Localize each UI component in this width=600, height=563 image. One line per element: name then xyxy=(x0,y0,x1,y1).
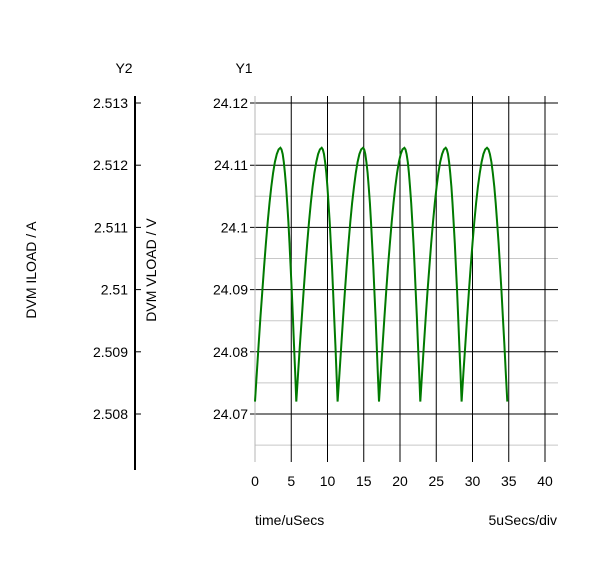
y2-tick-label: 2.51 xyxy=(101,282,128,298)
x-tick-labels: 0 5 10 15 20 25 30 35 40 xyxy=(251,473,553,489)
y1-tick-label: 24.08 xyxy=(213,344,248,360)
x-tick-label: 15 xyxy=(356,473,372,489)
y2-axis-title: DVM ILOAD / A xyxy=(23,221,39,319)
y2-tick-label: 2.509 xyxy=(93,344,128,360)
y1-tick-label: 24.11 xyxy=(214,157,248,173)
y2-tick-label: 2.508 xyxy=(93,406,128,422)
y1-tick-label: 24.09 xyxy=(213,282,248,298)
series-layer xyxy=(254,146,509,402)
series-line xyxy=(254,146,509,402)
y1-tick-labels: 24.12 24.11 24.1 24.09 24.08 24.07 xyxy=(213,95,248,422)
x-tick-label: 40 xyxy=(537,473,553,489)
y2-tick-label: 2.513 xyxy=(93,95,128,111)
x-tick-label: 25 xyxy=(428,473,444,489)
y1-axis-title: DVM VLOAD / V xyxy=(143,218,159,322)
x-tick-label: 5 xyxy=(287,473,295,489)
x-tick-label: 10 xyxy=(320,473,336,489)
x-scale-note: 5uSecs/div xyxy=(489,512,557,528)
x-tick-label: 35 xyxy=(501,473,517,489)
y1-header: Y1 xyxy=(235,60,252,76)
x-tick-label: 20 xyxy=(392,473,408,489)
x-tick-label: 30 xyxy=(465,473,481,489)
y2-tick-label: 2.512 xyxy=(93,157,128,173)
y1-tick-label: 24.07 xyxy=(213,406,248,422)
y2-header: Y2 xyxy=(115,60,132,76)
x-axis-title: time/uSecs xyxy=(255,512,324,528)
x-tick-label: 0 xyxy=(251,473,259,489)
y2-tick-labels: 2.513 2.512 2.511 2.51 2.509 2.508 xyxy=(93,95,141,422)
y2-tick-label: 2.511 xyxy=(94,219,128,235)
y1-tick-label: 24.12 xyxy=(213,95,248,111)
major-gridlines xyxy=(250,96,558,462)
y1-tick-label: 24.1 xyxy=(221,219,248,235)
